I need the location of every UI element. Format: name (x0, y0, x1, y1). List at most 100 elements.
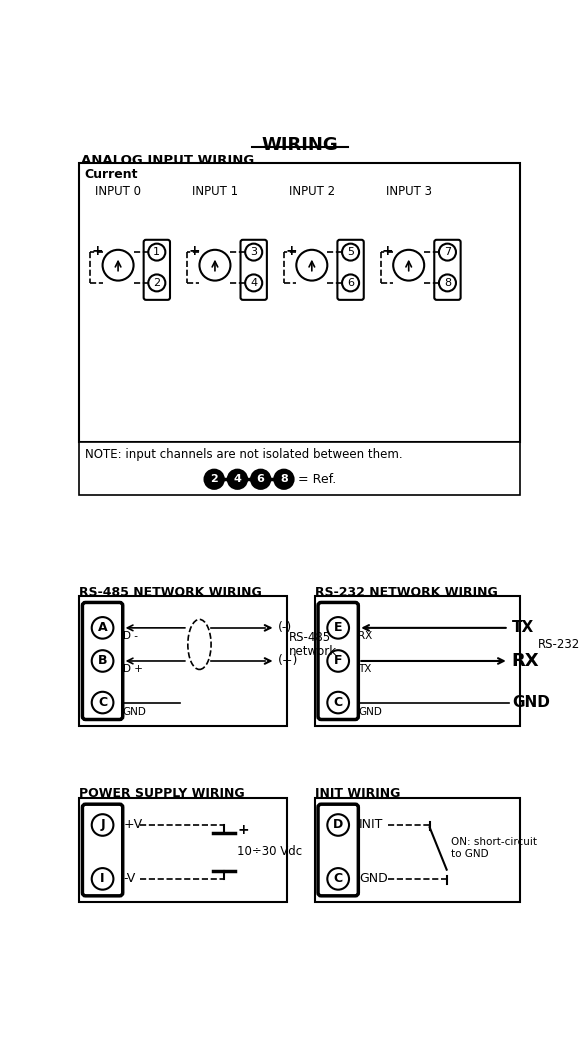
Circle shape (92, 650, 113, 672)
FancyBboxPatch shape (82, 804, 123, 896)
Text: D +: D + (123, 664, 143, 674)
Text: 6: 6 (347, 277, 354, 288)
FancyBboxPatch shape (144, 239, 170, 300)
Text: 4: 4 (233, 475, 242, 484)
Circle shape (439, 274, 456, 291)
Text: +V: +V (123, 819, 143, 831)
Circle shape (92, 868, 113, 889)
Text: INIT: INIT (359, 819, 384, 831)
FancyBboxPatch shape (240, 239, 267, 300)
Text: = Ref.: = Ref. (298, 473, 336, 485)
Circle shape (297, 250, 328, 281)
Text: ON: short-circuit
to GND: ON: short-circuit to GND (451, 838, 538, 859)
Circle shape (252, 471, 270, 488)
Text: J: J (100, 819, 105, 831)
Text: +: + (91, 244, 103, 257)
Text: B: B (98, 654, 107, 668)
Text: +: + (238, 823, 249, 838)
Text: 4: 4 (250, 277, 257, 288)
Bar (315, 596, 520, 726)
Text: 8: 8 (280, 475, 288, 484)
Text: INIT WIRING: INIT WIRING (315, 787, 400, 801)
Text: +: + (382, 244, 394, 257)
Text: E: E (334, 621, 342, 634)
Circle shape (92, 814, 113, 836)
Text: 5: 5 (347, 247, 354, 257)
Ellipse shape (188, 619, 211, 670)
Circle shape (92, 617, 113, 638)
FancyBboxPatch shape (434, 239, 460, 300)
Text: GND: GND (359, 872, 388, 885)
Text: NOTE: input channels are not isolated between them.: NOTE: input channels are not isolated be… (85, 447, 402, 461)
Bar (315, 798, 520, 902)
Circle shape (328, 868, 349, 889)
Circle shape (245, 274, 262, 291)
Bar (80, 596, 287, 726)
Text: 2: 2 (210, 475, 218, 484)
Circle shape (439, 244, 456, 261)
Text: 10÷30 Vdc: 10÷30 Vdc (238, 845, 302, 859)
Text: TX: TX (359, 664, 371, 674)
FancyBboxPatch shape (318, 602, 359, 720)
Text: 3: 3 (250, 247, 257, 257)
Text: A: A (98, 621, 108, 634)
Circle shape (199, 250, 230, 281)
Bar (80, 798, 287, 902)
Text: RS-232 NETWORK WIRING: RS-232 NETWORK WIRING (315, 587, 498, 599)
Text: INPUT 0: INPUT 0 (95, 185, 141, 198)
Circle shape (274, 471, 293, 488)
Circle shape (102, 250, 133, 281)
Circle shape (342, 274, 359, 291)
Circle shape (205, 471, 223, 488)
Text: POWER SUPPLY WIRING: POWER SUPPLY WIRING (80, 787, 245, 801)
Circle shape (328, 617, 349, 638)
Text: network: network (288, 645, 337, 658)
Text: 1: 1 (153, 247, 160, 257)
Bar (80, 442, 520, 495)
Circle shape (92, 692, 113, 713)
Text: WIRING: WIRING (261, 136, 338, 154)
Text: RS-485 NETWORK WIRING: RS-485 NETWORK WIRING (80, 587, 262, 599)
Circle shape (149, 274, 166, 291)
Text: C: C (333, 696, 343, 709)
Text: INPUT 1: INPUT 1 (192, 185, 238, 198)
Text: GND: GND (123, 707, 147, 716)
Text: D: D (333, 819, 343, 831)
Circle shape (342, 244, 359, 261)
Text: RS-485: RS-485 (288, 631, 331, 644)
Text: D -: D - (123, 631, 137, 640)
Circle shape (328, 814, 349, 836)
Text: TX: TX (512, 620, 534, 635)
Circle shape (328, 650, 349, 672)
Text: GND: GND (359, 707, 382, 716)
Bar (80, 162, 520, 442)
FancyBboxPatch shape (82, 602, 123, 720)
Text: C: C (98, 696, 107, 709)
Circle shape (149, 244, 166, 261)
Text: 2: 2 (153, 277, 160, 288)
Text: INPUT 2: INPUT 2 (289, 185, 335, 198)
Text: 8: 8 (444, 277, 451, 288)
Text: GND: GND (512, 695, 550, 710)
Text: 7: 7 (444, 247, 451, 257)
Text: C: C (333, 872, 343, 885)
Text: +: + (188, 244, 200, 257)
Text: F: F (334, 654, 342, 668)
Circle shape (228, 471, 247, 488)
Text: Current: Current (85, 168, 138, 181)
Text: ANALOG INPUT WIRING: ANALOG INPUT WIRING (81, 154, 254, 168)
Circle shape (328, 692, 349, 713)
Text: I: I (100, 872, 105, 885)
Text: -V: -V (123, 872, 136, 885)
FancyBboxPatch shape (338, 239, 364, 300)
Text: (+): (+) (278, 654, 298, 668)
Text: INPUT 3: INPUT 3 (386, 185, 432, 198)
Circle shape (245, 244, 262, 261)
Text: (-): (-) (278, 621, 292, 634)
Text: RS-232: RS-232 (538, 638, 580, 651)
Text: RX: RX (359, 631, 373, 640)
Text: +: + (285, 244, 297, 257)
Circle shape (393, 250, 424, 281)
Text: 6: 6 (257, 475, 264, 484)
Text: RX: RX (512, 652, 539, 670)
